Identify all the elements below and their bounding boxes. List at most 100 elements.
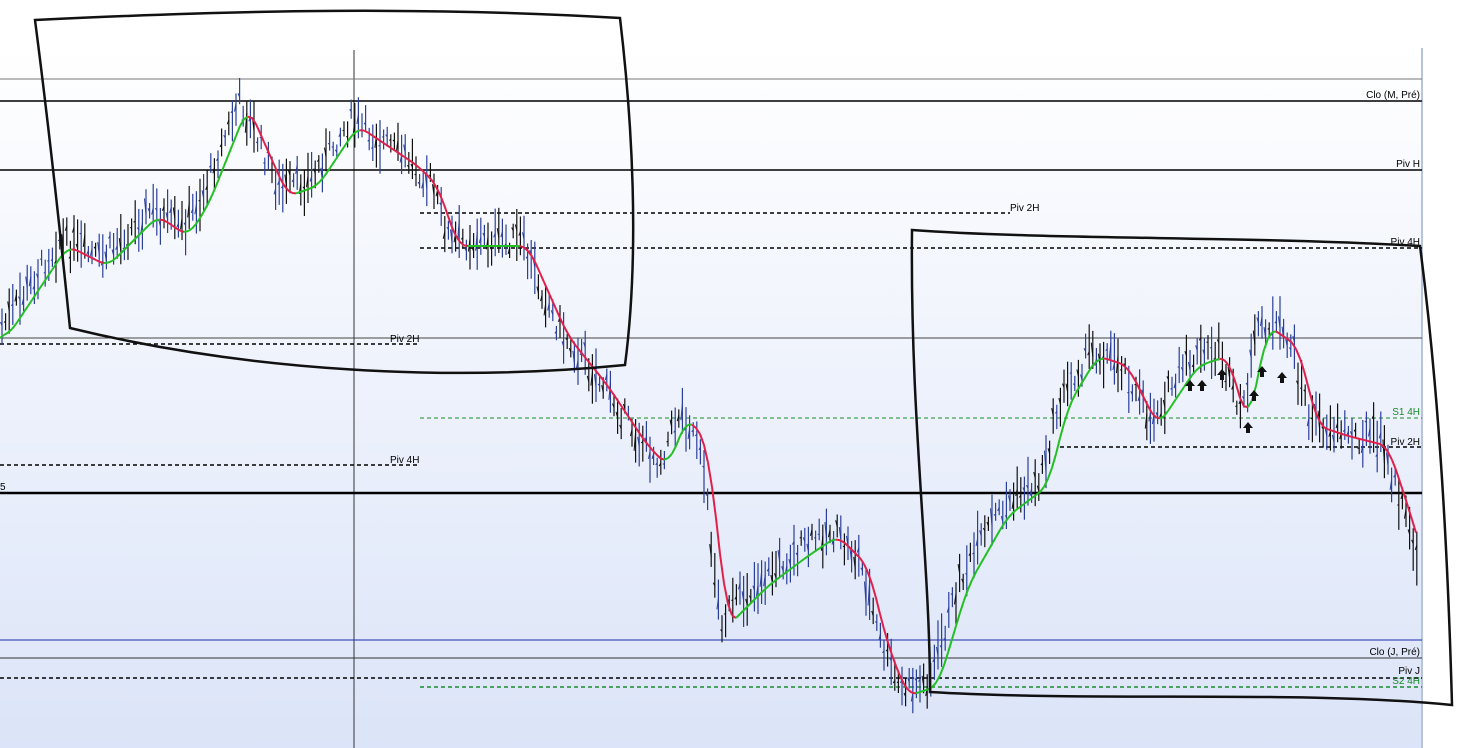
ma-segment xyxy=(739,609,745,615)
price-tick xyxy=(547,302,550,311)
price-tick xyxy=(1364,420,1367,423)
ma-segment xyxy=(1079,378,1085,387)
price-tick xyxy=(565,338,568,341)
price-tick xyxy=(219,143,223,148)
price-tick xyxy=(540,295,543,302)
price-tick xyxy=(561,341,565,347)
ma-segment xyxy=(1139,389,1145,399)
ma-segment xyxy=(939,664,945,676)
price-tick xyxy=(993,513,996,517)
price-tick xyxy=(187,202,190,218)
price-tick xyxy=(367,139,370,142)
ma-segment xyxy=(1335,431,1341,435)
ma-segment xyxy=(967,579,973,590)
ma-segment xyxy=(195,217,201,225)
price-tick xyxy=(496,228,500,238)
ma-segment xyxy=(1167,404,1173,412)
ma-segment xyxy=(251,117,257,125)
ma-segment xyxy=(1187,374,1193,382)
ma-segment xyxy=(211,185,217,196)
price-tick xyxy=(1288,347,1292,350)
price-tick xyxy=(720,629,723,632)
ma-segment xyxy=(947,639,953,653)
ma-segment xyxy=(143,225,149,231)
ma-segment xyxy=(839,539,845,544)
price-tick xyxy=(712,582,716,587)
price-tick xyxy=(1375,454,1378,457)
price-tick xyxy=(1411,539,1414,545)
price-tick xyxy=(1404,508,1407,519)
price-tick xyxy=(709,544,712,558)
price-tick xyxy=(1195,345,1198,351)
ma-segment xyxy=(683,424,689,430)
price-tick xyxy=(799,536,802,539)
ma-segment xyxy=(423,171,429,177)
price-tick xyxy=(25,276,28,288)
price-tick xyxy=(378,144,381,147)
ma-segment xyxy=(1107,358,1113,362)
price-tick xyxy=(637,436,640,447)
ma-segment xyxy=(171,224,177,229)
ma-segment xyxy=(375,137,381,142)
price-tick xyxy=(982,527,986,532)
price-tick xyxy=(864,581,867,604)
ma-segment xyxy=(191,223,197,230)
price-tick xyxy=(1285,338,1288,347)
ma-segment xyxy=(803,555,809,560)
ma-segment xyxy=(631,421,637,429)
price-tick xyxy=(975,538,979,547)
price-tick xyxy=(151,207,154,215)
ma-segment xyxy=(1031,494,1037,499)
ma-segment xyxy=(1339,432,1345,436)
ma-segment xyxy=(863,563,869,574)
price-tick xyxy=(1324,428,1328,436)
ma-segment xyxy=(463,244,469,247)
ma-segment xyxy=(1131,374,1137,383)
price-tick xyxy=(615,411,619,418)
ma-segment xyxy=(735,613,741,619)
price-tick xyxy=(550,310,554,315)
ma-segment xyxy=(791,564,797,569)
price-tick xyxy=(1328,431,1331,437)
ma-segment xyxy=(1155,416,1161,420)
ma-segment xyxy=(663,457,669,461)
price-tick xyxy=(590,372,593,386)
price-tick xyxy=(1357,446,1360,450)
ma-segment xyxy=(623,409,629,417)
ma-segment xyxy=(771,579,777,584)
ma-segment xyxy=(555,308,561,319)
ma-segment xyxy=(43,275,49,283)
ma-segment xyxy=(1051,453,1057,469)
price-tick xyxy=(986,521,989,527)
price-tick xyxy=(896,681,899,684)
ma-segment xyxy=(599,375,605,382)
hand-drawn-box xyxy=(910,228,1454,707)
price-tick xyxy=(680,403,683,421)
price-tick xyxy=(1216,339,1220,344)
ma-segment xyxy=(671,445,677,455)
price-tick xyxy=(1407,529,1411,535)
price-tick xyxy=(1350,431,1353,436)
price-tick xyxy=(1191,363,1195,368)
ma-segment xyxy=(39,281,45,289)
arrow xyxy=(1217,369,1227,380)
ma-segment xyxy=(11,323,17,330)
ma-segment xyxy=(799,558,805,563)
price-tick xyxy=(1274,320,1277,324)
price-tick xyxy=(576,360,579,369)
ma-segment xyxy=(319,176,325,183)
price-tick xyxy=(669,419,673,428)
ma-segment xyxy=(1207,360,1213,364)
ma-segment xyxy=(1215,357,1221,361)
ma-segment xyxy=(1327,428,1333,432)
ma-segment xyxy=(371,134,377,139)
price-tick xyxy=(1263,327,1267,340)
ma-segment xyxy=(931,682,937,688)
price-tick xyxy=(1148,412,1151,422)
ma-segment xyxy=(91,257,97,261)
ma-segment xyxy=(679,428,685,437)
price-tick xyxy=(288,170,291,176)
price-tick xyxy=(1141,389,1144,394)
ma-segment xyxy=(331,158,337,166)
price-tick xyxy=(795,552,799,557)
